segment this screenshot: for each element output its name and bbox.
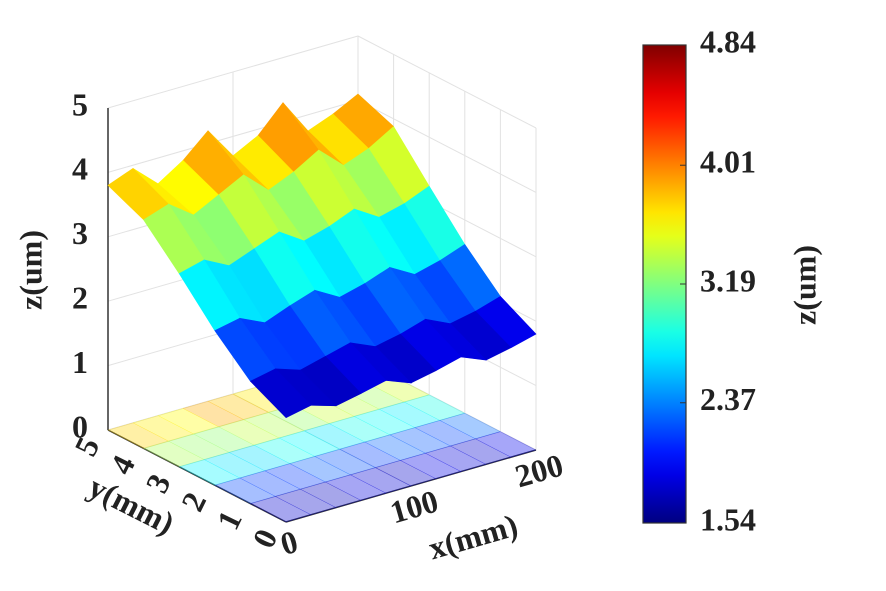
colorbar-tick-label: 4.01 bbox=[700, 144, 756, 180]
floor-projection-cell bbox=[228, 444, 291, 472]
floor-projection-cell bbox=[157, 408, 220, 435]
floor-projection-cell bbox=[389, 427, 452, 454]
axis-line bbox=[107, 429, 287, 523]
y-tick-label: 1 bbox=[209, 505, 248, 535]
floor-projection-cell bbox=[449, 438, 512, 465]
z-tick-label: 0 bbox=[72, 408, 88, 444]
surface-cell bbox=[249, 368, 312, 419]
colorbar-tick-label: 1.54 bbox=[700, 501, 756, 537]
floor-projection-cell bbox=[424, 445, 487, 472]
floor-projection-cell bbox=[192, 426, 255, 453]
floor-projection-cell bbox=[314, 448, 377, 476]
floor-projection-cell bbox=[214, 477, 277, 504]
floor-projection-cell bbox=[303, 423, 366, 450]
floor-projection-cell bbox=[107, 422, 170, 449]
grid-line bbox=[357, 99, 537, 193]
floor-projection-cell bbox=[242, 412, 305, 439]
z-tick-label: 4 bbox=[72, 151, 88, 187]
floor-projection-cell bbox=[403, 394, 466, 421]
floor-projection-cell bbox=[399, 452, 462, 480]
floor-projection-cell bbox=[439, 412, 502, 440]
floor-projection-cell bbox=[299, 481, 362, 508]
floor-projection-cell bbox=[324, 474, 387, 501]
grid-line bbox=[357, 35, 537, 129]
z-axis-label: z(um) bbox=[12, 230, 48, 310]
floor-projection-cell bbox=[264, 463, 327, 490]
floor-projection-cell bbox=[207, 393, 270, 420]
floor-projection-cell bbox=[353, 408, 416, 436]
colorbar-label: z(um) bbox=[786, 245, 822, 325]
floor-projection-cell bbox=[203, 452, 266, 479]
floor-projection-cell bbox=[132, 415, 195, 442]
floor-projection-cell bbox=[178, 459, 241, 486]
floor-projection-cell bbox=[339, 441, 402, 468]
floor-projection-cell bbox=[374, 460, 437, 487]
floor-projection-cell bbox=[239, 470, 302, 497]
colorbar-tick-label: 4.84 bbox=[700, 23, 756, 59]
floor-projection-cell bbox=[349, 467, 412, 494]
floor-projection-cell bbox=[217, 419, 280, 446]
floor-projection-cell bbox=[364, 434, 427, 461]
floor-projection-cell bbox=[142, 440, 205, 468]
z-tick-label: 1 bbox=[72, 344, 88, 380]
y-tick-label: 2 bbox=[174, 487, 213, 517]
floor-projection-cell bbox=[182, 400, 245, 428]
floor-projection-cell bbox=[328, 416, 391, 443]
floor-projection-cell bbox=[253, 437, 316, 464]
grid-line bbox=[250, 431, 501, 505]
grid-line bbox=[232, 393, 412, 487]
colorbar bbox=[642, 44, 687, 524]
grid-line bbox=[179, 394, 430, 468]
floor-projection-cell bbox=[414, 420, 477, 447]
z-tick-label: 5 bbox=[72, 86, 88, 122]
z-tick-label: 3 bbox=[72, 215, 88, 251]
floor-projection-cell bbox=[378, 401, 441, 428]
grid-line bbox=[214, 412, 465, 486]
axis-line bbox=[285, 449, 537, 523]
floor-projection-cell bbox=[278, 430, 341, 457]
z-tick-label: 2 bbox=[72, 280, 88, 316]
floor-projection-cell bbox=[167, 433, 230, 460]
floor-projection-cell bbox=[474, 431, 537, 458]
colorbar-tick-label: 2.37 bbox=[700, 381, 756, 417]
floor-projection-cell bbox=[289, 456, 352, 483]
colorbar-tick-label: 3.19 bbox=[700, 262, 756, 298]
floor-projection-cell bbox=[249, 496, 312, 523]
floor-projection-cell bbox=[274, 488, 337, 516]
